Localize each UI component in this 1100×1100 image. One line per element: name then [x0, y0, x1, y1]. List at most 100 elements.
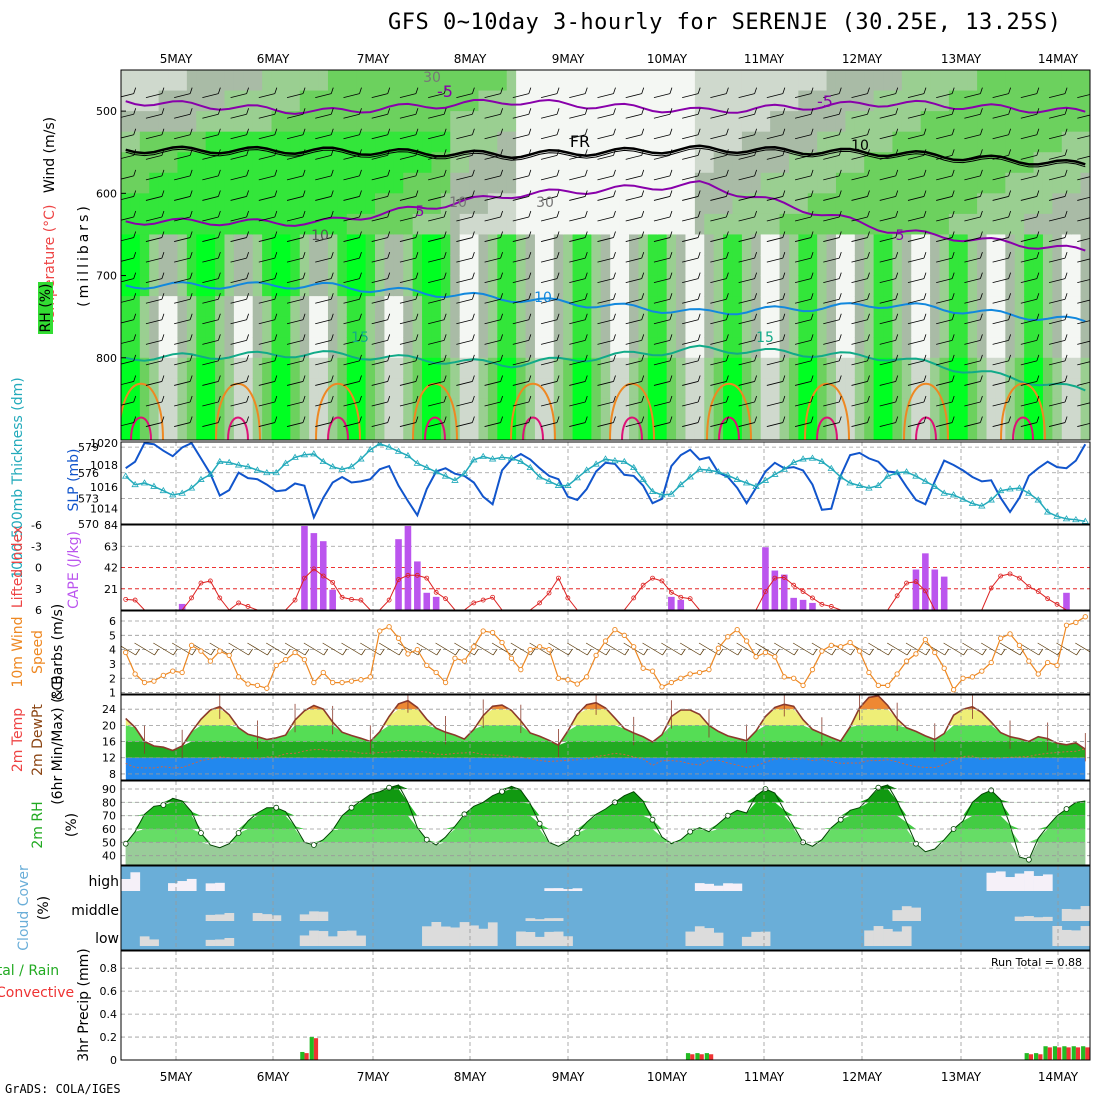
rh-cell	[262, 152, 273, 174]
rh-cell	[299, 378, 310, 400]
thickness-point	[517, 457, 525, 465]
thickness-point	[159, 486, 168, 494]
wind-barb-flag	[1064, 375, 1068, 382]
panel-frame-profile	[120, 69, 1091, 441]
day-label-bottom: 6MAY	[257, 1070, 290, 1084]
rh-cell	[412, 131, 423, 153]
rh-cell	[186, 398, 197, 420]
wind-barb	[964, 401, 981, 407]
rh-cell	[967, 255, 978, 277]
rh-cell	[657, 213, 668, 235]
wind-barb-flag	[980, 272, 983, 279]
wind-barb-flag	[980, 334, 983, 341]
wind-barb	[145, 154, 163, 160]
rh-cell	[168, 255, 179, 277]
rh-cell	[854, 70, 865, 92]
rh-cell	[977, 275, 988, 297]
rh-cell	[779, 255, 790, 277]
rh-cell	[770, 152, 781, 174]
rh-cell	[327, 111, 338, 133]
wind-barb	[682, 154, 699, 160]
rh-panel	[122, 784, 1086, 865]
wind-barb-flag	[641, 190, 645, 197]
rh-cell	[835, 296, 846, 318]
rh-cell	[422, 378, 433, 400]
rh-cell	[205, 296, 216, 318]
rh-cell	[196, 234, 207, 256]
rh-cell	[459, 255, 470, 277]
rh-cell	[939, 378, 950, 400]
day-label-bottom: 10MAY	[647, 1070, 688, 1084]
rh-cell	[384, 111, 395, 133]
rh-cell	[826, 70, 837, 92]
rh-cell	[1014, 378, 1025, 400]
rh-cell	[299, 357, 310, 379]
wind-barb-flag	[584, 313, 588, 320]
rh-cell	[741, 316, 752, 338]
wind-barb-flag	[189, 416, 193, 423]
wind-barb-flag	[726, 272, 729, 279]
wind-barb	[399, 319, 417, 325]
wind-barb	[1077, 258, 1090, 263]
rh-cell	[375, 316, 386, 338]
li-point	[894, 593, 900, 599]
rh-cell	[299, 131, 310, 153]
wind-barb	[625, 134, 642, 140]
rh-cell	[459, 111, 470, 133]
thickness-point	[376, 442, 384, 447]
wind-barb-flag	[359, 272, 362, 279]
rh-cell	[629, 213, 640, 235]
hgrid-wind	[121, 620, 1090, 693]
rh-cell	[864, 213, 875, 235]
rh-cell	[572, 193, 583, 215]
wind-barb-flag	[246, 416, 249, 423]
wind-barb	[230, 422, 247, 427]
cloud-cell	[544, 931, 555, 946]
rh-cell	[196, 378, 207, 400]
rh-cell	[196, 172, 207, 194]
rh-cell	[986, 255, 997, 277]
wind-barb	[343, 154, 360, 160]
rh-cell	[835, 70, 846, 92]
rh-cell	[149, 357, 160, 379]
ylabel-cloud: Cloud Cover	[16, 865, 32, 951]
wind-barb-flag	[1036, 395, 1040, 403]
ylabel-minmax: (6hr Min/Max) (°C)	[50, 675, 66, 805]
rh-cell	[280, 419, 291, 440]
wind-barb-flag	[838, 334, 842, 341]
rh-cell	[911, 275, 922, 297]
rh-cell	[450, 172, 461, 194]
rh-cell	[525, 398, 536, 420]
wind-barb	[682, 360, 699, 366]
rh-cell	[939, 419, 950, 440]
wind-barb	[992, 360, 1009, 366]
wind-barb-flag	[217, 395, 221, 403]
wind-barb-flag	[754, 395, 757, 403]
rh-cell	[403, 152, 414, 174]
rh-cell	[516, 213, 527, 235]
rh-cell	[205, 357, 216, 379]
wind-barb	[794, 93, 812, 99]
rh-cell	[327, 193, 338, 215]
rh-cell	[798, 111, 809, 133]
wind-barb-flag	[838, 87, 842, 94]
rh-cell	[158, 398, 169, 420]
rh-cell	[770, 316, 781, 338]
rh-cell	[770, 378, 781, 400]
rh-cell	[873, 378, 884, 400]
rh-cell	[252, 213, 263, 235]
wind-barb-flag	[895, 231, 899, 238]
li-point	[678, 594, 684, 600]
thickness-point	[573, 474, 581, 481]
rh-cell	[600, 213, 611, 235]
wind-barb	[936, 339, 953, 345]
wind-barb	[230, 381, 247, 386]
rh-cell	[318, 275, 329, 297]
rh-cell	[168, 213, 179, 235]
wind-barb-flag	[669, 334, 673, 341]
rh-cell	[1071, 90, 1082, 112]
wind-barb-flag	[669, 87, 673, 94]
rh-cell	[384, 275, 395, 297]
wind-barb-flag	[980, 149, 983, 156]
li-point	[443, 596, 448, 602]
